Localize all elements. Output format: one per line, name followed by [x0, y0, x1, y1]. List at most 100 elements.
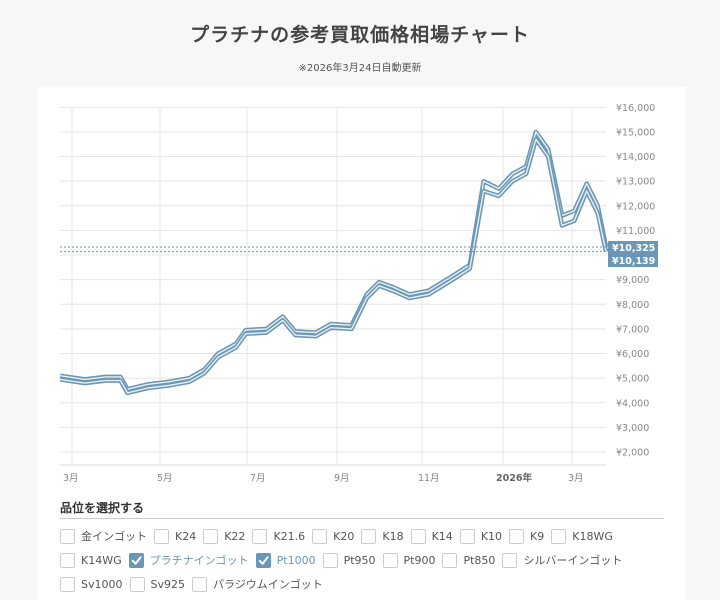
checkbox[interactable] — [509, 528, 525, 544]
option-label: Sv1000 — [81, 577, 123, 591]
option-label: Pt950 — [343, 553, 376, 567]
checkbox[interactable] — [154, 528, 169, 544]
x-tick-label: 7月 — [250, 473, 266, 484]
grade-option-pt1000[interactable]: Pt1000 — [255, 548, 316, 572]
option-label: Sv925 — [150, 577, 186, 591]
x-tick-label: 5月 — [157, 473, 173, 484]
checkbox[interactable] — [60, 576, 75, 592]
option-label: パラジウムインゴット — [213, 578, 323, 591]
y-tick-label: ¥3,000 — [616, 423, 649, 434]
checkbox[interactable] — [442, 552, 458, 568]
y-tick-label: ¥8,000 — [616, 300, 649, 311]
y-tick-label: ¥2,000 — [616, 448, 649, 459]
chart-series — [59, 129, 609, 396]
grade-option-k14wg[interactable]: K14WG — [60, 548, 122, 572]
option-label: 金インゴット — [81, 530, 147, 543]
checkbox[interactable] — [60, 552, 75, 568]
x-tick-label: 3月 — [568, 473, 584, 484]
option-label: Pt1000 — [276, 553, 316, 567]
y-tick-label: ¥9,000 — [616, 275, 649, 286]
option-label: K14WG — [81, 553, 122, 567]
option-label: K21.6 — [273, 529, 306, 543]
checkbox[interactable] — [410, 528, 426, 544]
option-label: K22 — [224, 529, 246, 543]
y-axis-labels: ¥2,000 ¥3,000 ¥4,000 ¥5,000 ¥6,000 ¥7,000 ¥8,0… — [616, 103, 655, 459]
price-chart: ¥2,000 ¥3,000 ¥4,000 ¥5,000 ¥6,000 ¥7,000 ¥8,0… — [59, 103, 658, 484]
grade-option-pt900[interactable]: Pt900 — [382, 548, 436, 572]
grade-option-pt850[interactable]: Pt850 — [442, 548, 495, 572]
grade-option-k24[interactable]: K24 — [154, 524, 196, 548]
checkbox[interactable] — [129, 576, 145, 592]
y-tick-label: ¥5,000 — [616, 374, 649, 385]
grade-option-k18wg[interactable]: K18WG — [551, 524, 613, 548]
y-tick-label: ¥12,000 — [616, 201, 655, 212]
grade-option-[interactable]: パラジウムインゴット — [192, 572, 323, 596]
grade-option-k22[interactable]: K22 — [203, 524, 245, 548]
grade-option-[interactable]: 金インゴット — [60, 524, 147, 548]
vertical-gridlines — [71, 109, 573, 465]
option-label: K18 — [382, 529, 404, 543]
checkmark-icon — [258, 555, 269, 565]
checkbox[interactable] — [502, 552, 518, 568]
grade-option-pt950[interactable]: Pt950 — [322, 548, 376, 572]
current-price-label: ¥10,325 — [612, 243, 655, 254]
grade-option-k10[interactable]: K10 — [459, 524, 503, 548]
grade-option-k20[interactable]: K20 — [312, 524, 354, 548]
page-title: プラチナの参考買取価格相場チャート — [190, 24, 530, 46]
x-axis-labels: 3月 5月 7月 9月 11月 2026年 3月 — [63, 472, 584, 484]
checkbox[interactable] — [203, 528, 219, 544]
x-tick-label: 11月 — [418, 473, 440, 484]
grade-option-[interactable]: プラチナインゴット — [128, 548, 249, 572]
current-price-label: ¥10,139 — [612, 256, 655, 267]
grade-selector-heading: 品位を選択する — [60, 501, 145, 515]
y-tick-label: ¥13,000 — [616, 177, 655, 188]
option-label: K24 — [175, 529, 197, 543]
grade-option-sv1000[interactable]: Sv1000 — [60, 572, 123, 596]
x-tick-label: 3月 — [63, 473, 79, 484]
option-label: プラチナインゴット — [149, 554, 249, 567]
checkbox[interactable] — [382, 552, 398, 568]
checkmark-icon — [131, 555, 142, 565]
grade-option-k14[interactable]: K14 — [410, 524, 453, 548]
checkbox[interactable] — [361, 528, 377, 544]
checkbox[interactable] — [252, 528, 268, 544]
series-line — [59, 129, 609, 392]
option-label: K18WG — [572, 529, 613, 543]
y-tick-label: ¥7,000 — [616, 324, 649, 335]
checkbox[interactable] — [192, 576, 207, 592]
grade-option-[interactable]: シルバーインゴット — [502, 548, 622, 572]
grade-option-sv925[interactable]: Sv925 — [129, 572, 186, 596]
checkbox[interactable] — [459, 528, 475, 544]
option-label: K20 — [333, 529, 355, 543]
y-tick-label: ¥4,000 — [616, 398, 649, 409]
y-tick-label: ¥16,000 — [616, 103, 655, 114]
grade-option-k18[interactable]: K18 — [361, 524, 404, 548]
checkbox[interactable] — [255, 552, 271, 568]
current-price-badge — [608, 254, 658, 267]
checkbox[interactable] — [312, 528, 328, 544]
grade-option-k216[interactable]: K21.6 — [252, 524, 305, 548]
heading-divider — [60, 518, 664, 519]
option-label: Pt850 — [463, 553, 496, 567]
y-tick-label: ¥6,000 — [616, 349, 649, 360]
option-label: K14 — [431, 529, 453, 543]
horizontal-gridlines — [60, 106, 606, 466]
option-label: K9 — [530, 529, 545, 543]
update-note: ※2026年3月24日自動更新 — [298, 63, 422, 74]
checkbox[interactable] — [60, 528, 75, 544]
series-line — [59, 137, 609, 396]
checkbox[interactable] — [322, 552, 338, 568]
option-label: Pt900 — [403, 553, 436, 567]
x-tick-label: 2026年 — [496, 472, 532, 484]
current-price-badge — [608, 241, 658, 254]
current-price-markers: ¥10,325 ¥10,139 — [60, 241, 658, 267]
y-tick-label: ¥14,000 — [616, 152, 655, 163]
checkbox[interactable] — [128, 552, 144, 568]
y-tick-label: ¥15,000 — [616, 127, 655, 138]
grade-option-k9[interactable]: K9 — [509, 524, 544, 548]
chart-card: ¥2,000 ¥3,000 ¥4,000 ¥5,000 ¥6,000 ¥7,000 ¥8,0… — [38, 87, 686, 600]
checkbox[interactable] — [551, 528, 567, 544]
option-label: K10 — [480, 529, 503, 543]
option-label: シルバーインゴット — [523, 554, 623, 567]
x-tick-label: 9月 — [334, 473, 350, 484]
